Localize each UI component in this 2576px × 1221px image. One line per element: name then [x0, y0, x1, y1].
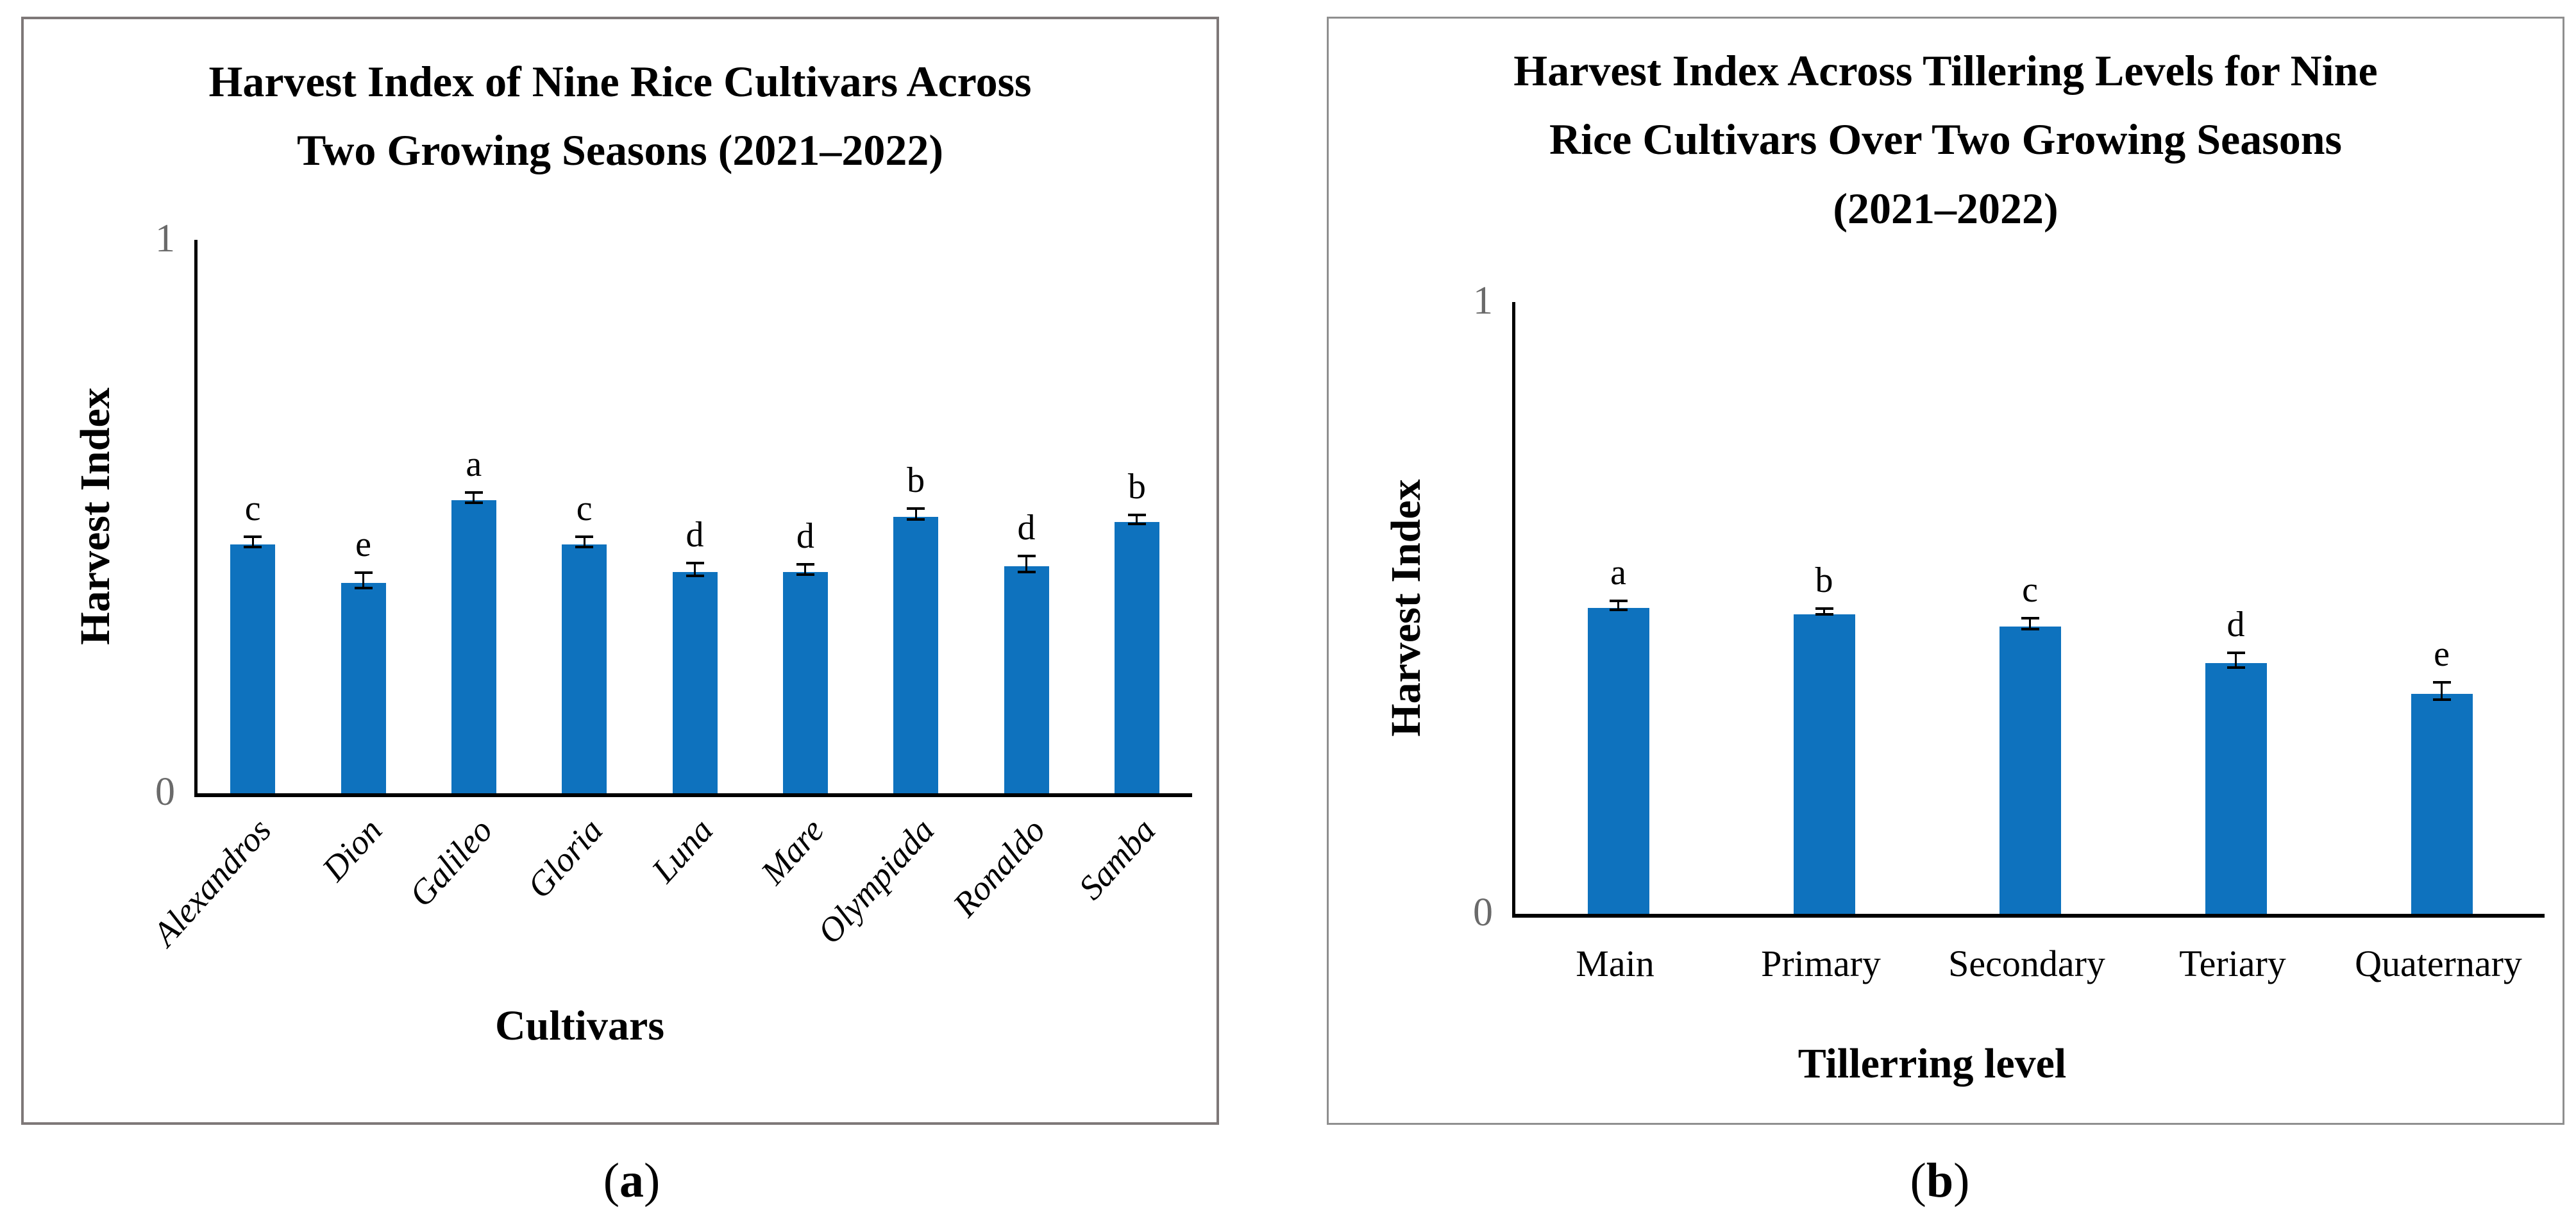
- sig-letter: c: [244, 488, 261, 528]
- sig-letter: b: [1127, 466, 1146, 507]
- panel-b: Harvest Index Across Tillering Levels fo…: [1327, 17, 2564, 1125]
- chart-a-y-axis-label: Harvest Index: [72, 387, 119, 645]
- error-bar: [354, 571, 373, 590]
- x-tick-label: Mare: [753, 811, 832, 892]
- chart-b-x-tick-labels: Main Primary Secondary Teriary Quaternary: [1512, 942, 2541, 1000]
- sig-letter: a: [1610, 553, 1626, 593]
- error-bar: [2021, 616, 2039, 631]
- x-tick-label: Ronaldo: [945, 811, 1052, 924]
- x-tick-label: Galileo: [401, 811, 500, 914]
- x-tick-label: Samba: [1071, 811, 1163, 907]
- chart-b-title-line2: Rice Cultivars Over Two Growing Seasons: [1549, 115, 2342, 164]
- x-tick-label: Main: [1576, 943, 1654, 984]
- sig-letter: a: [466, 444, 482, 484]
- chart-a-ytick-0: 0: [155, 770, 175, 814]
- sig-letter: e: [355, 524, 371, 564]
- bar-mare: [782, 571, 828, 793]
- chart-b-title: Harvest Index Across Tillering Levels fo…: [1329, 37, 2563, 243]
- x-tick-label: Dion: [314, 811, 389, 889]
- bar-gloria: [562, 544, 607, 793]
- chart-b-plot-area: a b c d e: [1512, 302, 2545, 918]
- bar-primary: [1793, 614, 1855, 914]
- error-bar: [686, 562, 704, 577]
- bar-main: [1587, 608, 1649, 914]
- chart-a-title-line1: Harvest Index of Nine Rice Cultivars Acr…: [208, 57, 1032, 106]
- sig-letter: e: [2434, 634, 2450, 675]
- chart-b-title-line3: (2021–2022): [1833, 183, 2058, 233]
- error-bar: [796, 562, 814, 576]
- sig-letter: d: [796, 516, 814, 556]
- error-bar: [575, 535, 594, 548]
- chart-a-ytick-1: 1: [155, 217, 175, 261]
- sig-letter: b: [907, 460, 925, 500]
- caption-b-letter: b: [1926, 1154, 1954, 1208]
- chart-b-ytick-0: 0: [1473, 891, 1493, 935]
- error-bar: [1127, 513, 1146, 526]
- error-bar: [1017, 554, 1036, 573]
- sig-letter: b: [1815, 560, 1833, 600]
- sig-letter: d: [686, 515, 704, 555]
- bar-olympiada: [893, 516, 939, 793]
- caption-a-letter: a: [619, 1154, 644, 1208]
- chart-b-x-axis-label: Tillerring level: [1797, 1040, 2067, 1087]
- sig-letter: c: [576, 488, 593, 528]
- chart-a-x-axis-label: Cultivars: [495, 1002, 664, 1049]
- chart-a-x-tick-labels: Alexandros Dion Galileo Gloria Luna Mare Olymp…: [146, 805, 1189, 1030]
- error-bar: [244, 535, 262, 548]
- bar-secondary: [1999, 626, 2061, 914]
- x-tick-label: Teriary: [2179, 943, 2286, 984]
- bar-teriary: [2205, 662, 2267, 914]
- bar-luna: [672, 571, 718, 793]
- caption-b-paren-open: (: [1910, 1154, 1926, 1208]
- caption-a: (a): [603, 1152, 661, 1210]
- caption-a-paren-open: (: [603, 1154, 619, 1208]
- error-bar: [464, 491, 483, 504]
- chart-b-title-line1: Harvest Index Across Tillering Levels fo…: [1513, 46, 2378, 95]
- x-tick-label: Alexandros: [145, 811, 279, 954]
- x-tick-label: Gloria: [519, 811, 610, 905]
- error-bar: [1815, 607, 1833, 616]
- error-bar: [2227, 652, 2245, 669]
- x-tick-label: Primary: [1761, 943, 1881, 984]
- panel-a: Harvest Index of Nine Rice Cultivars Acr…: [21, 17, 1219, 1125]
- sig-letter: d: [1017, 507, 1036, 548]
- bar-dion: [341, 583, 386, 793]
- caption-b: (b): [1910, 1152, 1970, 1210]
- sig-letter: d: [2227, 605, 2245, 645]
- bar-quaternary: [2411, 693, 2473, 914]
- bar-samba: [1114, 522, 1159, 793]
- caption-b-paren-close: ): [1953, 1154, 1970, 1208]
- x-tick-label: Olympiada: [810, 811, 942, 952]
- x-tick-label: Quaternary: [2355, 943, 2522, 984]
- x-tick-label: Secondary: [1948, 943, 2105, 984]
- chart-a-title: Harvest Index of Nine Rice Cultivars Acr…: [24, 47, 1216, 185]
- error-bar: [2432, 681, 2451, 702]
- chart-b-y-axis-label: Harvest Index: [1383, 479, 1429, 737]
- error-bar: [1609, 600, 1628, 611]
- bar-ronaldo: [1004, 566, 1049, 793]
- chart-b-ytick-1: 1: [1473, 279, 1493, 323]
- x-tick-label: Luna: [644, 811, 721, 890]
- chart-a-title-line2: Two Growing Seasons (2021–2022): [296, 126, 944, 175]
- chart-a-plot-area: c e a c d d b d b: [194, 240, 1192, 797]
- bar-galileo: [451, 500, 496, 793]
- sig-letter: c: [2022, 569, 2038, 610]
- caption-a-paren-close: ): [644, 1154, 661, 1208]
- bar-alexandros: [230, 544, 276, 793]
- error-bar: [907, 507, 925, 521]
